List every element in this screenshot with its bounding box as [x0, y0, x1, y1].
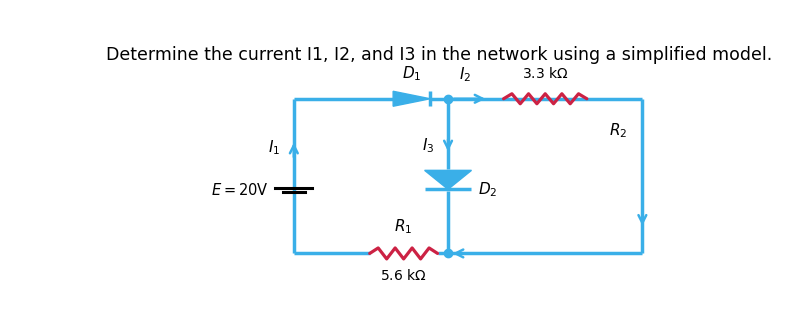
- Text: $I_2$: $I_2$: [459, 65, 471, 84]
- Polygon shape: [424, 170, 471, 189]
- Text: $3.3\ \mathrm{k\Omega}$: $3.3\ \mathrm{k\Omega}$: [522, 66, 568, 81]
- Text: $R_2$: $R_2$: [609, 121, 626, 140]
- Text: $E = 20\mathrm{V}$: $E = 20\mathrm{V}$: [212, 182, 269, 198]
- Text: $I_3$: $I_3$: [422, 136, 435, 155]
- Text: $R_1$: $R_1$: [395, 218, 413, 237]
- Text: $I_1$: $I_1$: [268, 138, 280, 157]
- Text: $5.6\ \mathrm{k\Omega}$: $5.6\ \mathrm{k\Omega}$: [380, 268, 427, 284]
- Text: $D_2$: $D_2$: [478, 180, 497, 199]
- Text: $D_1$: $D_1$: [402, 64, 421, 83]
- Polygon shape: [393, 91, 430, 106]
- Text: Determine the current I1, I2, and I3 in the network using a simplified model.: Determine the current I1, I2, and I3 in …: [106, 46, 772, 64]
